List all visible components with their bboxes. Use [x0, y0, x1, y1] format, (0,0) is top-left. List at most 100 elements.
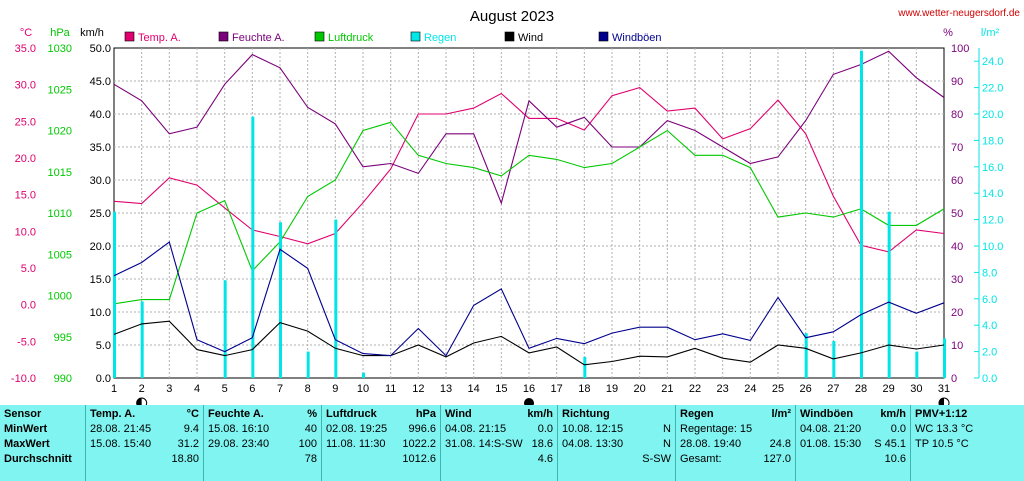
- pressure-tick: 990: [54, 373, 72, 385]
- pressure-tick: 1015: [48, 167, 72, 179]
- x-tick: 2: [139, 383, 145, 395]
- legend-swatch: [410, 31, 421, 42]
- humidity-tick: 30: [951, 274, 963, 286]
- temp-tick: 25.0: [15, 116, 36, 128]
- legend-label: Regen: [424, 32, 456, 44]
- rain-bar: [113, 211, 116, 378]
- rain-max-val: 24.8: [769, 438, 791, 450]
- humidity-tick: 40: [951, 241, 963, 253]
- rain-bar: [583, 356, 587, 378]
- legend-label: Feuchte A.: [232, 32, 285, 44]
- x-tick: 27: [827, 383, 839, 395]
- pmv-windchill: WC 13.3 °C: [915, 423, 974, 435]
- temp-tick: 35.0: [15, 43, 36, 55]
- temp-tick: 20.0: [15, 153, 36, 165]
- legend-label: Windböen: [612, 32, 662, 44]
- wind-tick: 20.0: [90, 241, 111, 253]
- x-tick: 11: [385, 383, 396, 395]
- legend-label: Temp. A.: [138, 32, 181, 44]
- wind-tick: 0.0: [96, 373, 111, 385]
- wind-tick: 50.0: [90, 43, 111, 55]
- rain-header: Regen: [680, 408, 714, 420]
- moon-new-icon: [524, 398, 534, 405]
- wind-tick: 25.0: [90, 208, 111, 220]
- pressure-header: Luftdruck: [326, 408, 377, 420]
- x-tick: 19: [606, 383, 618, 395]
- rain-bar: [306, 351, 310, 378]
- legend-label: Wind: [518, 32, 543, 44]
- humidity-min-time: 15.08. 16:10: [208, 423, 270, 435]
- humidity-avg: 78: [304, 453, 317, 465]
- x-tick: 13: [440, 383, 452, 395]
- humidity-unit: %: [307, 408, 317, 420]
- direction-max-time: 04.08. 13:30: [562, 438, 624, 450]
- rain-bar: [804, 333, 808, 378]
- website-label: www.wetter-neugersdorf.de: [897, 8, 1020, 19]
- temp-header: Temp. A.: [90, 408, 136, 420]
- sensor-column: Sensor MinWert MaxWert Durchschnitt: [0, 405, 86, 481]
- series-line-wind: [113, 320, 945, 366]
- rain-tick: 0.0: [982, 373, 997, 385]
- wind-column: Wind km/h 04.08. 21:15 0.0 31.08. 14:S-SW 1…: [441, 405, 558, 481]
- gust-min-time: 04.08. 21:20: [800, 423, 862, 435]
- weather-chart: August 2023 www.wetter-neugersdorf.de °C hP…: [11, 8, 1020, 405]
- pmv-column: PMV+1:12 WC 13.3 °C TP 10.5 °C: [911, 405, 1024, 481]
- gust-header: Windböen: [800, 408, 854, 420]
- temp-min-val: 9.4: [183, 423, 199, 435]
- wind-tick: 40.0: [90, 109, 111, 121]
- x-tick: 5: [222, 383, 228, 395]
- pressure-min-val: 996.6: [408, 423, 436, 435]
- temp-tick: -10.0: [11, 373, 36, 385]
- humidity-min-val: 40: [304, 423, 317, 435]
- wind-tick: 15.0: [90, 274, 111, 286]
- pressure-tick: 1005: [48, 249, 72, 261]
- rain-tick: 14.0: [982, 188, 1003, 200]
- rain-tick: 22.0: [982, 83, 1003, 95]
- humidity-tick: 70: [951, 142, 963, 154]
- humidity-column: Feuchte A.% 15.08. 16:10 40 29.08. 23:40 1…: [204, 405, 322, 481]
- rain-tick: 4.0: [982, 320, 997, 332]
- x-tick: 26: [800, 383, 812, 395]
- rain-bar: [362, 372, 365, 378]
- temp-avg: 18.80: [171, 453, 199, 465]
- moon-half-shade: [136, 398, 142, 405]
- direction-max-val: N: [663, 438, 671, 450]
- x-tick: 24: [744, 383, 756, 395]
- wind-unit: km/h: [527, 408, 553, 420]
- humidity-header: Feuchte A.: [208, 408, 264, 420]
- humidity-tick: 20: [951, 307, 963, 319]
- series-line-windböen: [113, 241, 945, 357]
- pressure-tick: 1030: [48, 43, 72, 55]
- row-label-max: MaxWert: [4, 438, 50, 450]
- rain-tick: 8.0: [982, 267, 997, 279]
- temp-column: Temp. A. °C 28.08. 21:45 9.4 15.08. 15:40 3…: [86, 405, 204, 481]
- pressure-tick: 995: [54, 332, 72, 344]
- pressure-tick: 1010: [48, 208, 72, 220]
- rain-tick: 20.0: [982, 109, 1003, 121]
- wind-header: Wind: [445, 408, 472, 420]
- moon-half-shade: [939, 398, 944, 405]
- x-tick: 25: [772, 383, 784, 395]
- x-tick: 21: [661, 383, 673, 395]
- wind-max-val: 18.6: [531, 438, 553, 450]
- humidity-tick: 10: [951, 340, 963, 352]
- legend-swatch: [504, 31, 515, 42]
- x-tick: 30: [910, 383, 922, 395]
- temp-tick: 5.0: [21, 263, 36, 275]
- x-tick: 18: [578, 383, 590, 395]
- x-tick: 8: [305, 383, 311, 395]
- row-label-avg: Durchschnitt: [4, 453, 72, 465]
- row-label-min: MinWert: [4, 423, 48, 435]
- temp-axis-label: °C: [20, 27, 32, 39]
- x-tick: 22: [689, 383, 701, 395]
- gust-max-time: 01.08. 15:30: [800, 438, 862, 450]
- wind-tick: 5.0: [96, 340, 111, 352]
- legend-swatch: [124, 31, 135, 42]
- pressure-column: Luftdruck hPa 02.08. 19:25 996.6 11.08. 11…: [322, 405, 441, 481]
- pmv-header: PMV+1:12: [915, 408, 968, 420]
- rain-max-time: 28.08. 19:40: [680, 438, 742, 450]
- temp-max-val: 31.2: [177, 438, 199, 450]
- direction-column: Richtung 10.08. 12:15 N 04.08. 13:30 N S-S…: [558, 405, 676, 481]
- wind-avg: 4.6: [537, 453, 553, 465]
- temp-unit: °C: [186, 408, 199, 420]
